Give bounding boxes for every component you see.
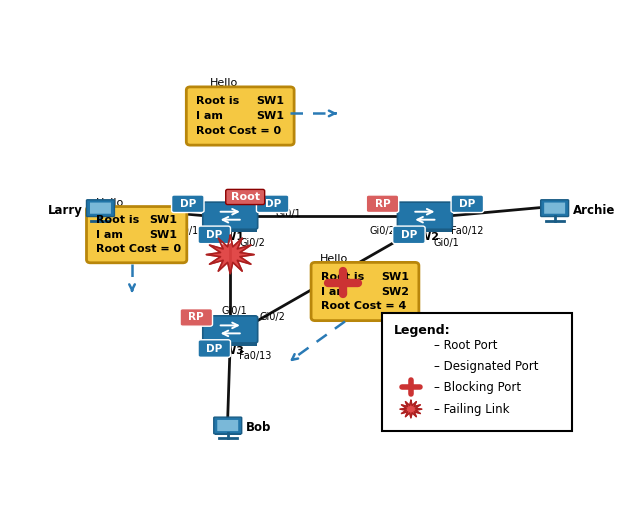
Text: SW2: SW2 — [411, 233, 439, 242]
Text: Hello: Hello — [210, 78, 238, 88]
Text: SW1: SW1 — [381, 271, 409, 282]
FancyBboxPatch shape — [171, 195, 204, 212]
Text: Root: Root — [231, 192, 260, 202]
FancyBboxPatch shape — [256, 195, 289, 212]
Text: RP: RP — [403, 340, 419, 350]
FancyBboxPatch shape — [544, 203, 565, 214]
FancyBboxPatch shape — [207, 226, 257, 232]
FancyBboxPatch shape — [393, 226, 425, 243]
FancyBboxPatch shape — [366, 195, 399, 212]
FancyBboxPatch shape — [383, 313, 572, 431]
Text: Fa0/11: Fa0/11 — [171, 226, 204, 236]
Text: Root Cost = 0: Root Cost = 0 — [196, 126, 281, 136]
Text: DP: DP — [206, 230, 222, 240]
Text: DP: DP — [265, 199, 281, 209]
FancyBboxPatch shape — [541, 200, 569, 217]
Text: RP: RP — [189, 312, 204, 322]
Text: SW2: SW2 — [381, 286, 409, 296]
FancyBboxPatch shape — [88, 215, 113, 218]
Text: SW1: SW1 — [149, 229, 177, 240]
Text: Gi0/1: Gi0/1 — [222, 307, 247, 316]
FancyBboxPatch shape — [226, 190, 265, 205]
FancyBboxPatch shape — [214, 417, 242, 434]
Text: – Root Port: – Root Port — [434, 339, 497, 352]
FancyBboxPatch shape — [214, 433, 241, 435]
Text: – Blocking Port: – Blocking Port — [434, 381, 521, 394]
Text: DP: DP — [180, 199, 196, 209]
Text: Root Cost = 0: Root Cost = 0 — [97, 244, 182, 254]
FancyBboxPatch shape — [186, 87, 294, 145]
Text: I am: I am — [97, 229, 124, 240]
FancyBboxPatch shape — [86, 207, 187, 263]
Text: – Designated Port: – Designated Port — [434, 360, 538, 373]
Text: SW3: SW3 — [216, 346, 244, 356]
FancyBboxPatch shape — [86, 200, 115, 217]
Text: Root Cost = 4: Root Cost = 4 — [321, 301, 406, 311]
Polygon shape — [206, 236, 254, 274]
FancyBboxPatch shape — [397, 202, 452, 229]
Text: DP: DP — [402, 362, 419, 371]
Text: Fa0/13: Fa0/13 — [239, 351, 272, 362]
Text: SW1: SW1 — [256, 111, 284, 121]
FancyBboxPatch shape — [395, 358, 427, 375]
Text: I am: I am — [321, 286, 348, 296]
Text: Gi0/2: Gi0/2 — [239, 238, 265, 248]
Text: Fa0/12: Fa0/12 — [451, 226, 484, 236]
Text: SW1: SW1 — [256, 96, 284, 106]
FancyBboxPatch shape — [207, 340, 257, 346]
FancyBboxPatch shape — [451, 195, 484, 212]
Text: Root is: Root is — [321, 271, 365, 282]
Text: Larry: Larry — [48, 204, 82, 217]
FancyBboxPatch shape — [198, 340, 231, 357]
Text: Gi0/2: Gi0/2 — [370, 226, 395, 236]
Text: Hello: Hello — [320, 254, 348, 264]
Text: Root is: Root is — [196, 96, 240, 106]
Text: SW1: SW1 — [216, 233, 244, 242]
FancyBboxPatch shape — [198, 226, 231, 243]
Text: Gi0/1: Gi0/1 — [275, 209, 301, 219]
Text: DP: DP — [401, 230, 417, 240]
Text: Gi0/2: Gi0/2 — [259, 312, 285, 322]
FancyBboxPatch shape — [311, 263, 419, 321]
FancyBboxPatch shape — [542, 215, 567, 218]
FancyBboxPatch shape — [203, 316, 258, 343]
FancyBboxPatch shape — [217, 420, 238, 431]
Text: Hello: Hello — [95, 198, 124, 208]
Text: – Failing Link: – Failing Link — [434, 402, 509, 415]
FancyBboxPatch shape — [180, 309, 213, 326]
Text: Bob: Bob — [246, 421, 271, 434]
Text: Gi0/1: Gi0/1 — [434, 238, 460, 248]
Polygon shape — [400, 400, 422, 418]
Text: SW1: SW1 — [149, 215, 177, 225]
FancyBboxPatch shape — [395, 337, 427, 354]
FancyBboxPatch shape — [203, 202, 258, 229]
FancyBboxPatch shape — [90, 203, 111, 214]
Text: RP: RP — [375, 199, 390, 209]
Text: DP: DP — [459, 199, 475, 209]
Text: I am: I am — [196, 111, 223, 121]
FancyBboxPatch shape — [402, 226, 452, 232]
Text: Archie: Archie — [573, 204, 615, 217]
Text: Legend:: Legend: — [394, 324, 451, 337]
Text: DP: DP — [206, 343, 222, 354]
Text: Root is: Root is — [97, 215, 140, 225]
